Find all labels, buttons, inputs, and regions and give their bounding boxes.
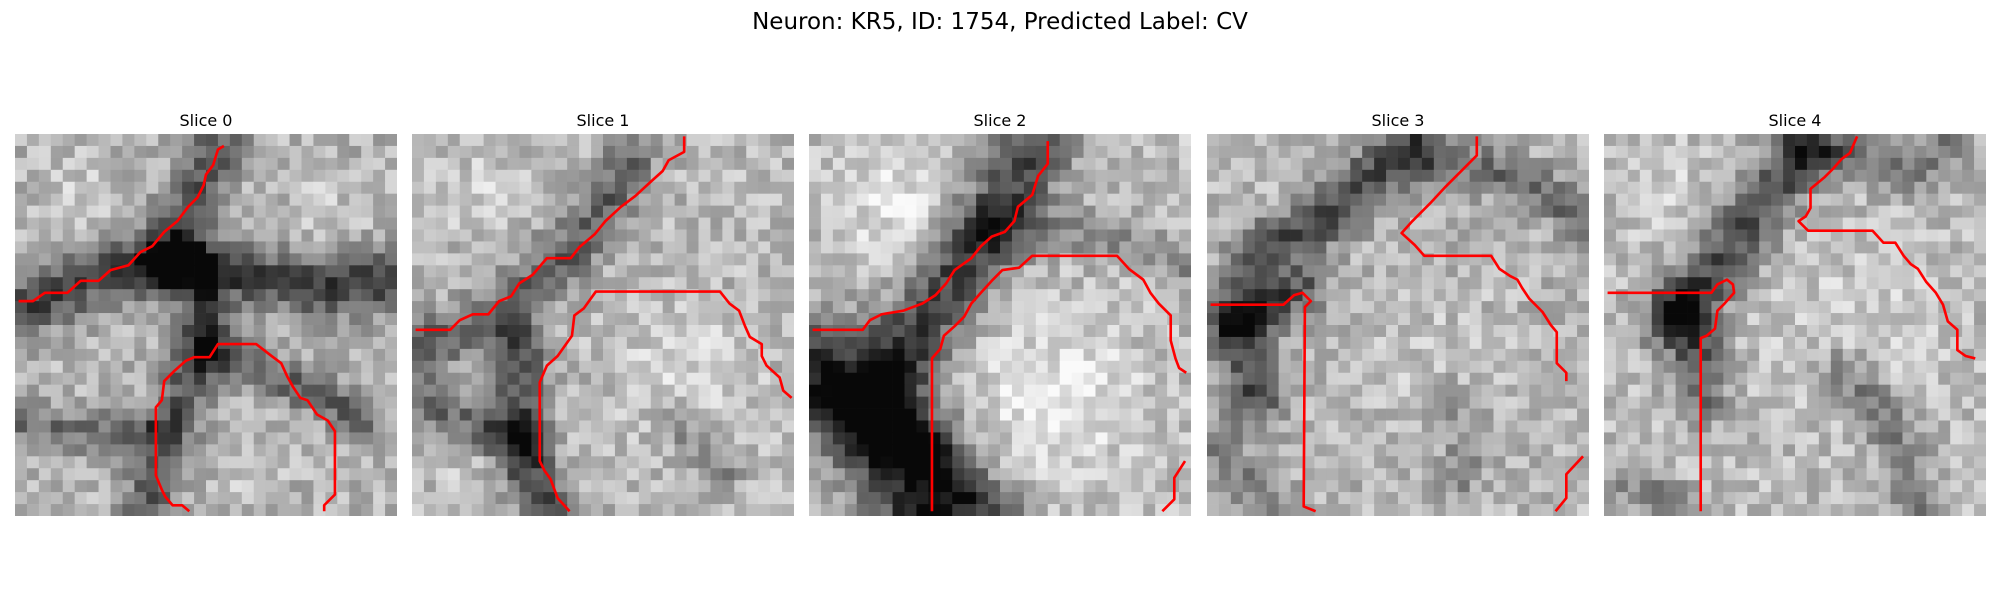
slice-panel-1: Slice 1 [412, 108, 794, 516]
contour-upper-0 [18, 144, 225, 303]
slice-panel-0: Slice 0 [15, 108, 397, 516]
contour-left-3 [1210, 291, 1317, 513]
slice-image-1 [412, 134, 794, 516]
contour-corner-2 [1161, 460, 1187, 513]
figure-title: Neuron: KR5, ID: 1754, Predicted Label: … [752, 9, 1248, 35]
em-texture-1 [412, 134, 794, 516]
em-texture-4 [1604, 134, 1986, 516]
contour-corner-3 [1554, 455, 1584, 513]
slice-title-1: Slice 1 [576, 111, 630, 130]
em-texture-2 [809, 134, 1191, 516]
slice-title-2: Slice 2 [973, 111, 1027, 130]
slice-panel-4: Slice 4 [1604, 108, 1986, 516]
em-texture-0 [15, 134, 397, 516]
contour-right-3 [1400, 136, 1568, 382]
contour-lower-1 [538, 290, 793, 513]
contour-upper-2 [812, 141, 1050, 332]
contour-right-4 [1797, 135, 1976, 360]
slice-image-2 [809, 134, 1191, 516]
slice-title-3: Slice 3 [1371, 111, 1425, 130]
contour-upper-1 [415, 136, 686, 332]
slice-image-3 [1207, 134, 1589, 516]
contour-lower-0 [154, 342, 337, 513]
slice-panel-2: Slice 2 [809, 108, 1191, 516]
slice-title-0: Slice 0 [179, 111, 233, 130]
contour-lower-2 [930, 254, 1187, 512]
slice-image-0 [15, 134, 397, 516]
contour-left-4 [1607, 278, 1736, 512]
em-texture-3 [1207, 134, 1589, 516]
slice-title-4: Slice 4 [1768, 111, 1822, 130]
slice-panel-3: Slice 3 [1207, 108, 1589, 516]
slice-image-4 [1604, 134, 1986, 516]
